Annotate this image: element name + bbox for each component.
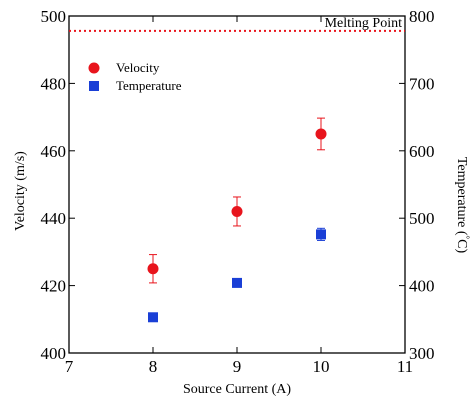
y-tick-label: 460 (41, 142, 67, 161)
x-tick-label: 9 (233, 357, 242, 376)
x-tick-label: 8 (149, 357, 158, 376)
y2-tick-label: 300 (409, 344, 435, 363)
y2-axis-title-degree: ° (461, 236, 471, 240)
y-tick-label: 500 (41, 7, 67, 26)
legend: Velocity Temperature (88, 60, 182, 93)
temperature-point (316, 229, 326, 240)
y2-tick-label: 500 (409, 209, 435, 228)
melting-point-label: Melting Point (325, 16, 403, 31)
y2-tick-label: 400 (409, 277, 435, 296)
y-axis-title: Velocity (m/s) (13, 151, 28, 231)
y-tick-label: 420 (41, 277, 67, 296)
plot-area: 7 8 9 10 11 400 420 440 460 480 500 300 400 500 600 700… (41, 7, 435, 376)
temperature-point (232, 277, 242, 288)
legend-temperature-marker (89, 81, 99, 91)
legend-temperature-label: Temperature (116, 78, 182, 93)
y2-axis-title-unit: C) (454, 239, 469, 253)
velocity-point (315, 128, 327, 140)
velocity-point (231, 205, 243, 217)
y2-tick-label: 800 (409, 7, 435, 26)
y2-axis-title-main: Temperature ( (454, 157, 469, 236)
legend-velocity-marker (88, 62, 100, 74)
y2-axis-title: Temperature (°C) (454, 157, 471, 254)
x-tick-label: 11 (397, 357, 413, 376)
temperature-point (148, 312, 158, 323)
x-tick-label: 10 (313, 357, 330, 376)
y-tick-label: 480 (41, 74, 67, 93)
y2-tick-label: 600 (409, 142, 435, 161)
legend-velocity-label: Velocity (116, 60, 160, 75)
x-tick-label: 7 (65, 357, 74, 376)
x-axis-title: Source Current (A) (183, 382, 291, 397)
y2-tick-label: 700 (409, 74, 435, 93)
y-tick-label: 440 (41, 209, 67, 228)
y-tick-label: 400 (41, 344, 67, 363)
velocity-point (147, 263, 159, 275)
